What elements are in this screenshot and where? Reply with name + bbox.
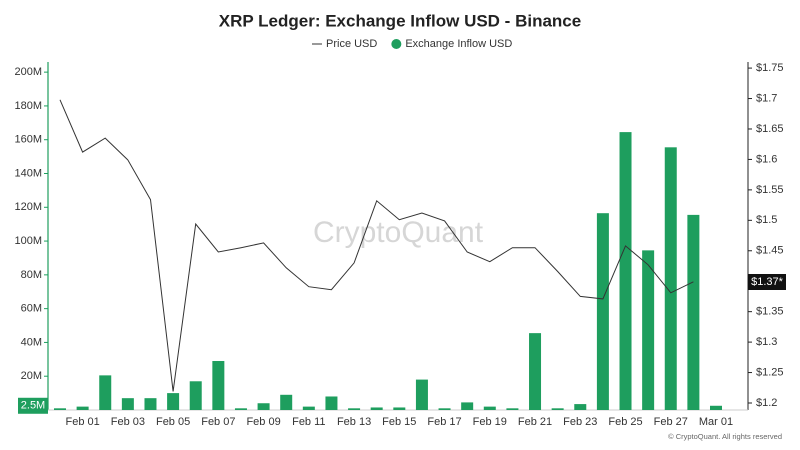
bar [415, 379, 428, 410]
bar [54, 408, 66, 410]
x-tick-label: Feb 09 [246, 416, 280, 428]
y2-tick-label: $1.2 [756, 397, 777, 409]
bar [483, 406, 496, 410]
y2-tick-label: $1.75 [756, 62, 784, 74]
y-tick-label: 140M [14, 167, 42, 179]
bar [506, 408, 519, 410]
bar [189, 381, 202, 410]
x-tick-label: Feb 15 [382, 416, 416, 428]
y-tick-label: 60M [21, 303, 42, 315]
annotation-box [748, 274, 786, 290]
y-tick-label: 40M [21, 336, 42, 348]
y2-tick-label: $1.35 [756, 306, 784, 318]
legend-label: Price USD [326, 38, 377, 50]
x-tick-label: Mar 01 [699, 416, 733, 428]
y-tick-label: 120M [14, 201, 42, 213]
bar [99, 375, 112, 410]
y2-tick-label: $1.6 [756, 153, 777, 165]
bar [687, 214, 700, 410]
x-tick-label: Feb 21 [518, 416, 552, 428]
bar [438, 408, 451, 410]
x-tick-label: Feb 27 [654, 416, 688, 428]
bar [167, 393, 180, 410]
y-tick-label: 20M [21, 370, 42, 382]
y-tick-label: 100M [14, 235, 42, 247]
y-tick-label: 200M [14, 66, 42, 78]
watermark: CryptoQuant [313, 216, 484, 249]
x-tick-label: Feb 25 [608, 416, 642, 428]
y2-tick-label: $1.65 [756, 123, 784, 135]
y2-tick-label: $1.45 [756, 245, 784, 257]
x-tick-label: Feb 03 [111, 416, 145, 428]
price-line [59, 99, 694, 392]
bar [370, 407, 383, 410]
bar [280, 394, 293, 410]
y-tick-label: 160M [14, 134, 42, 146]
copyright: © CryptoQuant. All rights reserved [668, 432, 782, 441]
y2-tick-label: $1.7 [756, 92, 777, 104]
x-tick-label: Feb 01 [65, 416, 99, 428]
x-tick-label: Feb 11 [292, 416, 325, 428]
bar [664, 147, 677, 411]
bar [529, 333, 542, 410]
annotation: $1.37* [751, 276, 784, 288]
y2-tick-label: $1.5 [756, 214, 777, 226]
y2-tick-label: $1.25 [756, 366, 784, 378]
bar [325, 396, 338, 410]
x-tick-label: Feb 17 [427, 416, 461, 428]
x-tick-label: Feb 23 [563, 416, 597, 428]
annotation: 2.5M [21, 400, 45, 412]
bar [234, 408, 247, 410]
bar [257, 403, 270, 410]
legend-label: Exchange Inflow USD [405, 38, 512, 50]
bar [302, 406, 315, 410]
bar [121, 398, 134, 410]
bar [551, 408, 564, 410]
annotation-box [18, 397, 48, 414]
y-tick-label: 80M [21, 269, 42, 281]
x-tick-label: Feb 19 [473, 416, 507, 428]
bar [619, 132, 632, 410]
bar [710, 405, 722, 410]
y-tick-label: 180M [14, 100, 42, 112]
chart-title: XRP Ledger: Exchange Inflow USD - Binanc… [219, 11, 581, 30]
bar [393, 407, 406, 410]
legend-swatch [391, 39, 402, 49]
x-tick-label: Feb 07 [201, 416, 235, 428]
bar [461, 402, 474, 410]
x-tick-label: Feb 13 [337, 416, 371, 428]
bar [144, 398, 157, 410]
bar [76, 406, 89, 410]
bar [212, 361, 225, 410]
y2-tick-label: $1.3 [756, 336, 777, 348]
bar [642, 250, 655, 410]
bar [348, 408, 361, 410]
bar [574, 404, 587, 410]
bar [596, 213, 609, 410]
x-tick-label: Feb 05 [156, 416, 190, 428]
y2-tick-label: $1.55 [756, 184, 784, 196]
